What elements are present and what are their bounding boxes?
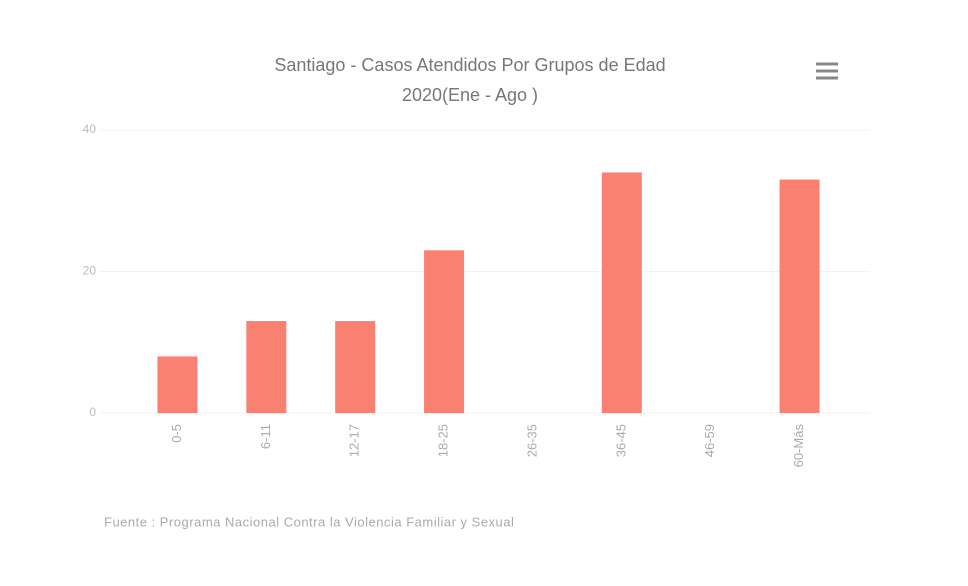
- x-tick-label: 60-Más: [791, 424, 806, 468]
- chart-title: Santiago - Casos Atendidos Por Grupos de…: [274, 55, 665, 75]
- x-tick-label: 46-59: [702, 424, 717, 457]
- bar: [246, 321, 287, 413]
- x-tick-label: 6-11: [258, 424, 273, 449]
- x-tick-label: 18-25: [436, 424, 451, 457]
- bar: [157, 356, 198, 413]
- bar: [779, 179, 820, 413]
- credits: Fuente : Programa Nacional Contra la Vio…: [104, 514, 514, 529]
- menu-button[interactable]: [812, 58, 842, 84]
- y-tick-label: 20: [83, 264, 97, 278]
- x-tick-label: 12-17: [347, 424, 362, 457]
- x-tick-label: 26-35: [524, 424, 539, 457]
- bar: [601, 172, 642, 413]
- chart-subtitle: 2020(Ene - Ago ): [402, 85, 538, 105]
- bar: [335, 321, 376, 413]
- x-tick-label: 0-5: [169, 424, 184, 443]
- y-tick-label: 40: [83, 122, 97, 136]
- x-tick-label: 36-45: [613, 424, 628, 457]
- bar: [424, 250, 465, 413]
- y-tick-label: 0: [89, 405, 96, 419]
